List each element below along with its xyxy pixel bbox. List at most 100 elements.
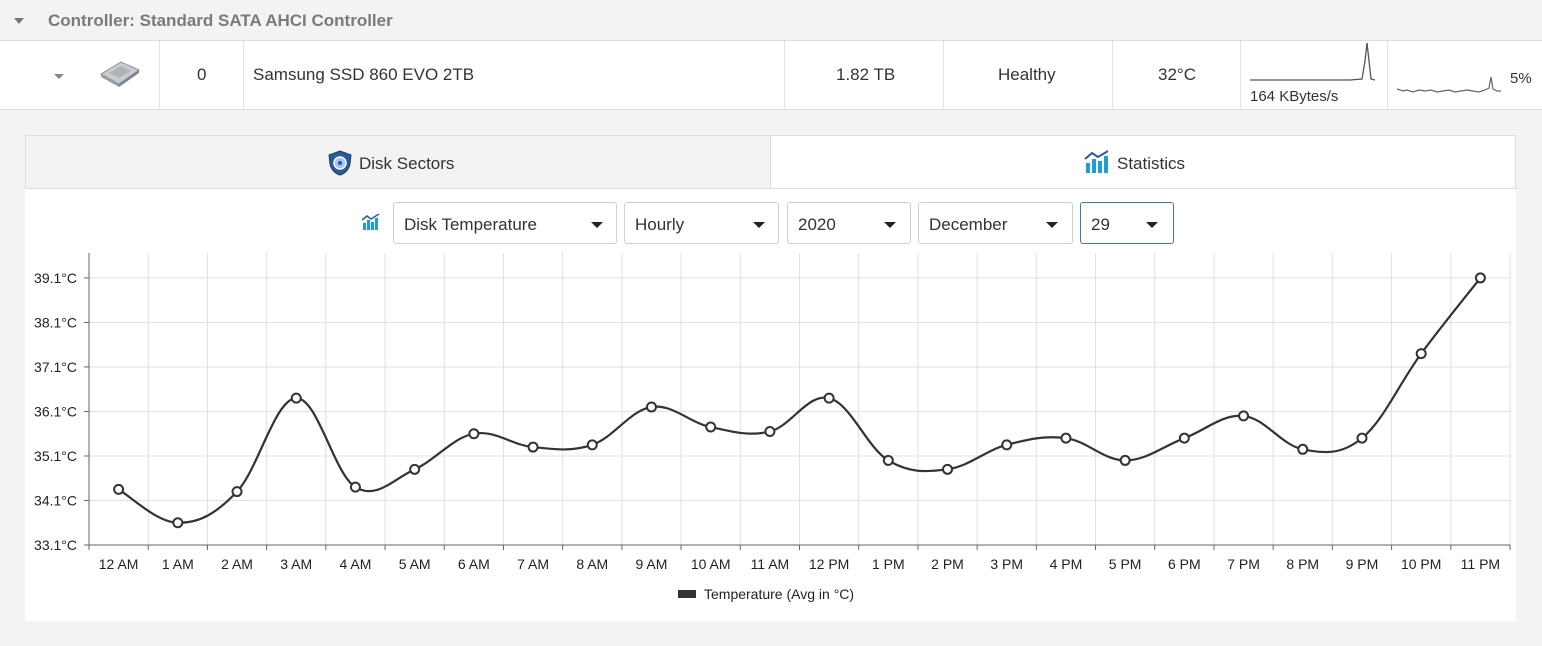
x-tick-label: 4 AM xyxy=(339,556,371,572)
disk-row[interactable]: 0 Samsung SSD 860 EVO 2TB 1.82 TB Health… xyxy=(0,41,1542,110)
activity-cell: 5% xyxy=(1387,41,1542,109)
x-tick-label: 5 PM xyxy=(1109,556,1142,572)
activity-sparkline xyxy=(1397,76,1501,93)
x-tick-label: 4 PM xyxy=(1050,556,1083,572)
chevron-down-icon xyxy=(591,222,603,228)
x-tick-label: 10 AM xyxy=(691,556,731,572)
data-point xyxy=(942,463,954,475)
x-tick-label: 11 PM xyxy=(1461,556,1500,572)
day-select-value: 29 xyxy=(1091,215,1110,234)
x-tick-label: 8 AM xyxy=(576,556,608,572)
x-tick-label: 9 PM xyxy=(1346,556,1379,572)
throughput-sparkline xyxy=(1250,42,1375,81)
y-tick-label: 35.1°C xyxy=(34,448,77,464)
data-point xyxy=(882,454,894,466)
metric-select[interactable]: Disk Temperature xyxy=(393,202,617,244)
disk-name-cell: Samsung SSD 860 EVO 2TB xyxy=(243,41,785,109)
data-point xyxy=(527,441,539,453)
disk-capacity: 1.82 TB xyxy=(836,65,896,84)
data-point xyxy=(1119,454,1131,466)
data-point xyxy=(409,463,421,475)
chevron-down-icon xyxy=(884,222,896,228)
throughput-value: 164 KBytes/s xyxy=(1250,88,1339,105)
tab-statistics[interactable]: Statistics xyxy=(771,136,1515,188)
legend-label: Temperature (Avg in °C) xyxy=(704,586,854,602)
x-tick-label: 2 AM xyxy=(221,556,253,572)
x-tick-label: 8 PM xyxy=(1286,556,1319,572)
statistics-chart-icon xyxy=(1084,150,1109,173)
x-tick-label: 11 AM xyxy=(751,556,790,572)
x-tick-label: 6 PM xyxy=(1168,556,1201,572)
controller-header[interactable]: Controller: Standard SATA AHCI Controlle… xyxy=(0,0,1542,41)
y-tick-label: 38.1°C xyxy=(34,314,77,330)
tab-disk-sectors-label: Disk Sectors xyxy=(359,154,455,173)
data-point xyxy=(349,481,361,493)
data-point xyxy=(586,439,598,451)
data-point xyxy=(290,392,302,404)
data-point xyxy=(645,401,657,413)
legend-swatch xyxy=(678,590,696,598)
x-tick-label: 7 AM xyxy=(517,556,549,572)
data-point xyxy=(705,421,717,433)
x-tick-label: 9 AM xyxy=(636,556,668,572)
metric-select-value: Disk Temperature xyxy=(404,215,537,234)
disk-index-cell: 0 xyxy=(159,41,244,109)
y-tick-label: 39.1°C xyxy=(34,270,77,286)
data-point xyxy=(823,392,835,404)
data-point xyxy=(172,517,184,529)
data-point xyxy=(764,425,776,437)
x-tick-label: 1 PM xyxy=(872,556,905,572)
disk-health-cell: Healthy xyxy=(943,41,1113,109)
shield-icon xyxy=(328,150,352,176)
chevron-down-icon xyxy=(1046,222,1058,228)
y-tick-label: 37.1°C xyxy=(34,359,77,375)
month-select[interactable]: December xyxy=(918,202,1073,244)
controller-title: Controller: Standard SATA AHCI Controlle… xyxy=(48,11,393,30)
disk-icon-cell xyxy=(0,41,160,109)
interval-select[interactable]: Hourly xyxy=(624,202,779,244)
expand-caret-icon[interactable] xyxy=(54,74,64,79)
data-point xyxy=(1474,272,1486,284)
year-select-value: 2020 xyxy=(798,215,836,234)
y-tick-label: 36.1°C xyxy=(34,403,77,419)
data-point xyxy=(468,428,480,440)
data-point xyxy=(113,483,125,495)
data-point xyxy=(1001,439,1013,451)
day-select[interactable]: 29 xyxy=(1080,202,1174,244)
chart-options-icon xyxy=(362,214,380,230)
x-tick-label: 3 PM xyxy=(990,556,1023,572)
x-tick-label: 10 PM xyxy=(1401,556,1441,572)
x-tick-label: 12 PM xyxy=(809,556,849,572)
x-tick-label: 6 AM xyxy=(458,556,490,572)
y-tick-label: 34.1°C xyxy=(34,492,77,508)
series-line-temperature xyxy=(118,277,1482,524)
statistics-panel: Disk Temperature Hourly 2020 December 29 xyxy=(25,189,1516,621)
data-point xyxy=(1356,432,1368,444)
data-point xyxy=(1060,432,1072,444)
collapse-caret-icon[interactable] xyxy=(14,18,24,24)
activity-value: 5% xyxy=(1510,70,1532,87)
ssd-drive-icon xyxy=(100,61,141,87)
view-tabs: Disk Sectors Statistics xyxy=(25,135,1516,189)
y-tick-label: 33.1°C xyxy=(34,537,77,553)
x-tick-label: 12 AM xyxy=(99,556,139,572)
data-point xyxy=(1297,443,1309,455)
x-tick-label: 7 PM xyxy=(1227,556,1260,572)
tab-statistics-label: Statistics xyxy=(1117,154,1186,173)
data-point xyxy=(1415,348,1427,360)
interval-select-value: Hourly xyxy=(635,215,685,234)
x-tick-label: 5 AM xyxy=(399,556,431,572)
chevron-down-icon xyxy=(1146,222,1158,228)
x-tick-label: 3 AM xyxy=(280,556,312,572)
tab-disk-sectors[interactable]: Disk Sectors xyxy=(26,136,771,188)
x-tick-label: 1 AM xyxy=(162,556,194,572)
disk-name: Samsung SSD 860 EVO 2TB xyxy=(253,65,475,84)
month-select-value: December xyxy=(929,215,1008,234)
data-point xyxy=(1178,432,1190,444)
chevron-down-icon xyxy=(753,222,765,228)
year-select[interactable]: 2020 xyxy=(787,202,911,244)
x-tick-label: 2 PM xyxy=(931,556,964,572)
data-point xyxy=(231,486,243,498)
disk-health: Healthy xyxy=(998,65,1056,84)
